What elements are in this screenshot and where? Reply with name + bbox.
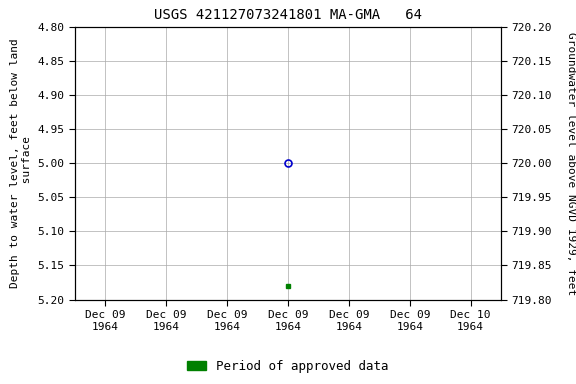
Y-axis label: Depth to water level, feet below land
 surface: Depth to water level, feet below land su…: [10, 38, 32, 288]
Y-axis label: Groundwater level above NGVD 1929, feet: Groundwater level above NGVD 1929, feet: [566, 31, 576, 295]
Legend: Period of approved data: Period of approved data: [183, 355, 393, 378]
Title: USGS 421127073241801 MA-GMA   64: USGS 421127073241801 MA-GMA 64: [154, 8, 422, 22]
